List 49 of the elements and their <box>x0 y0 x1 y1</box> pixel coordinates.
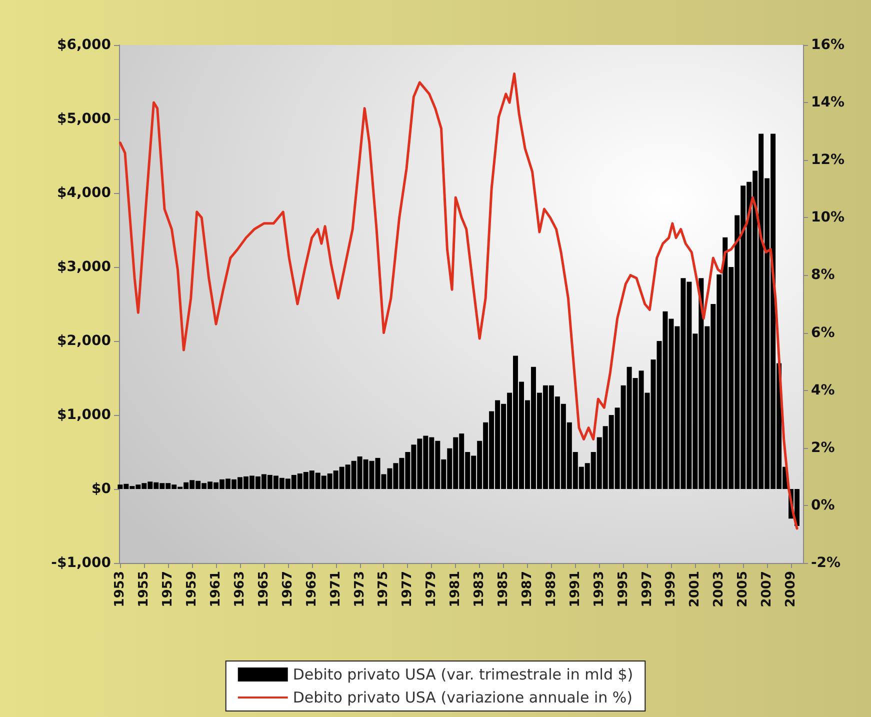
x-tick-label: 1957 <box>160 571 176 608</box>
x-tick-label: 1995 <box>616 571 631 608</box>
x-tick-label: 1985 <box>496 571 512 608</box>
x-tick-label: 1983 <box>472 571 488 608</box>
y2-tick-label: 2% <box>811 440 835 456</box>
x-tick-label: 2007 <box>760 571 775 608</box>
y2-tick-label: 14% <box>811 94 845 111</box>
x-tick-label: 1955 <box>136 571 152 608</box>
x-tick-label: 1993 <box>592 571 607 608</box>
y-tick-label: -$1,000 <box>51 555 112 571</box>
y2-tick-label: 4% <box>811 382 835 398</box>
y-tick-label: $2,000 <box>56 333 112 349</box>
y-tick-label: $6,000 <box>56 37 112 53</box>
x-tick-label: 1953 <box>112 571 128 608</box>
x-tick-label: 2009 <box>784 571 799 608</box>
y2-tick-label: 10% <box>811 210 845 226</box>
x-tick-label: 1975 <box>376 571 392 608</box>
x-tick-label: 2005 <box>736 571 751 608</box>
y-tick-label: $0 <box>92 481 112 497</box>
y2-tick-label: 16% <box>811 37 845 53</box>
x-tick-label: 1989 <box>544 571 559 608</box>
legend-label: Debito privato USA (variazione annuale in %) <box>292 688 632 706</box>
x-tick-label: 1963 <box>232 571 248 608</box>
x-tick-label: 1981 <box>448 571 464 608</box>
y2-tick-label: 12% <box>811 152 845 168</box>
y-tick-label: $5,000 <box>56 111 112 127</box>
y-tick-label: $1,000 <box>56 407 112 423</box>
y-tick-label: $4,000 <box>56 185 112 201</box>
y-tick-label: $3,000 <box>56 259 112 275</box>
legend-label: Debito privato USA (var. trimestrale in mld $) <box>292 666 634 684</box>
x-tick-label: 2001 <box>688 571 703 608</box>
x-tick-label: 1979 <box>424 571 440 608</box>
x-tick-label: 1991 <box>568 571 583 608</box>
x-tick-label: 1969 <box>304 571 320 608</box>
x-tick-label: 1973 <box>352 571 368 608</box>
x-tick-label: 1965 <box>256 571 272 608</box>
x-tick-label: 1961 <box>208 571 224 608</box>
x-tick-label: 2003 <box>712 571 727 608</box>
x-tick-label: 1967 <box>280 571 296 608</box>
y2-tick-label: 8% <box>811 267 835 284</box>
y2-tick-label: -2% <box>811 555 841 571</box>
x-tick-label: 1997 <box>640 571 655 608</box>
x-tick-label: 1987 <box>520 571 535 608</box>
y2-tick-label: 6% <box>811 324 835 341</box>
x-tick-label: 1959 <box>184 571 200 608</box>
y2-tick-label: 0% <box>811 497 835 514</box>
x-tick-label: 1977 <box>400 571 416 608</box>
x-tick-label: 1971 <box>328 571 344 608</box>
x-tick-label: 1999 <box>664 571 679 608</box>
